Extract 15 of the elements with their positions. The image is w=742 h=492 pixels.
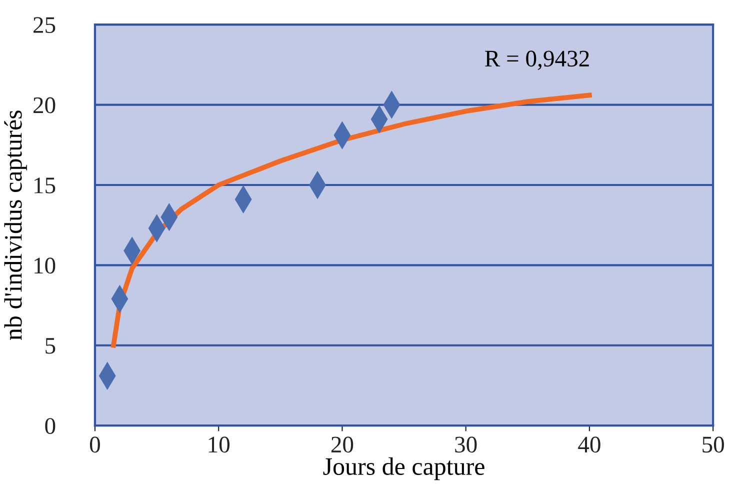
y-tick-label: 5	[46, 338, 56, 354]
x-axis-title: Jours de capture	[323, 457, 484, 480]
y-tick-label: 15	[34, 178, 56, 194]
x-tick-label: 30	[455, 436, 477, 453]
y-axis-title: nb d'individus capturés	[4, 110, 27, 340]
x-tick-label: 10	[208, 436, 230, 453]
x-tick-label: 20	[331, 436, 354, 453]
y-tick-label: 25	[34, 17, 56, 34]
x-tick-label: 50	[702, 436, 724, 453]
annotation: R = 0,9432	[485, 50, 589, 70]
x-tick-label: 40	[578, 436, 600, 453]
y-tick-label: 0	[45, 418, 56, 434]
x-tick-label: 0	[90, 436, 100, 453]
y-tick-label: 10	[34, 258, 56, 274]
y-tick-label: 20	[34, 97, 56, 114]
